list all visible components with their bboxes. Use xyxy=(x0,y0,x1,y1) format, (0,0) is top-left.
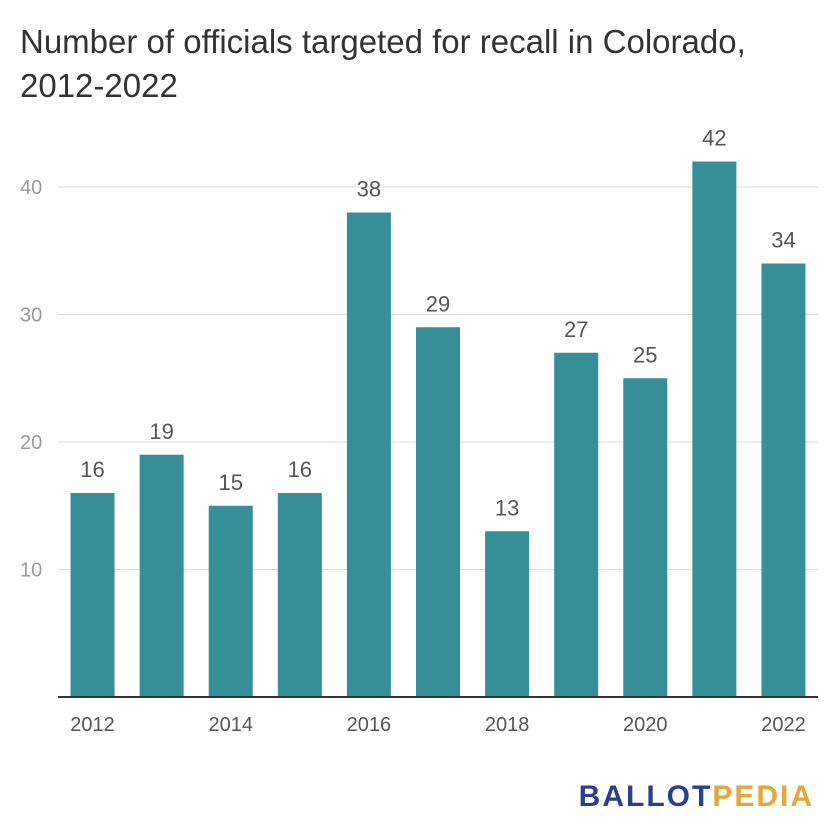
data-label-2017: 29 xyxy=(426,291,450,316)
data-label-2016: 38 xyxy=(357,177,381,202)
x-tick-label: 2012 xyxy=(70,714,115,736)
data-label-2018: 13 xyxy=(495,495,519,520)
y-tick-label: 40 xyxy=(20,177,42,199)
bar-2017 xyxy=(416,327,460,697)
data-label-2019: 27 xyxy=(564,317,588,342)
data-label-2013: 19 xyxy=(149,419,173,444)
y-tick-label: 10 xyxy=(20,560,42,582)
bar-2012 xyxy=(70,493,115,697)
x-tick-label: 2016 xyxy=(347,714,392,736)
y-tick-label: 20 xyxy=(20,432,42,454)
x-tick-label: 2020 xyxy=(623,714,668,736)
data-label-2020: 25 xyxy=(633,342,657,367)
data-label-2015: 16 xyxy=(288,457,312,482)
bar-2022 xyxy=(761,263,806,697)
x-tick-label: 2022 xyxy=(761,714,806,736)
chart-title: Number of officials targeted for recall … xyxy=(20,23,746,104)
data-label-2012: 16 xyxy=(80,457,104,482)
data-label-2021: 42 xyxy=(702,126,726,151)
bar-2016 xyxy=(346,212,391,697)
data-label-2022: 34 xyxy=(771,228,795,253)
bar-2014 xyxy=(208,505,253,697)
bar-2015 xyxy=(277,493,322,697)
y-axis-ticks: 10 20 30 40 xyxy=(20,177,42,582)
x-axis-ticks: 2012 2014 2016 2018 2020 2022 xyxy=(70,714,805,736)
ballotpedia-logo: BALLOTPEDIA xyxy=(578,780,814,813)
data-labels: 16 19 15 16 38 29 13 27 25 42 34 xyxy=(80,126,795,521)
bar-2021 xyxy=(692,161,737,697)
y-tick-label: 30 xyxy=(20,305,42,327)
bars xyxy=(70,161,806,697)
x-tick-label: 2014 xyxy=(208,714,253,736)
bar-2019 xyxy=(554,352,599,697)
data-label-2014: 15 xyxy=(218,470,242,495)
bar-2020 xyxy=(623,378,668,697)
x-tick-label: 2018 xyxy=(485,714,530,736)
bar-2018 xyxy=(485,531,530,697)
bar-2013 xyxy=(139,454,184,697)
